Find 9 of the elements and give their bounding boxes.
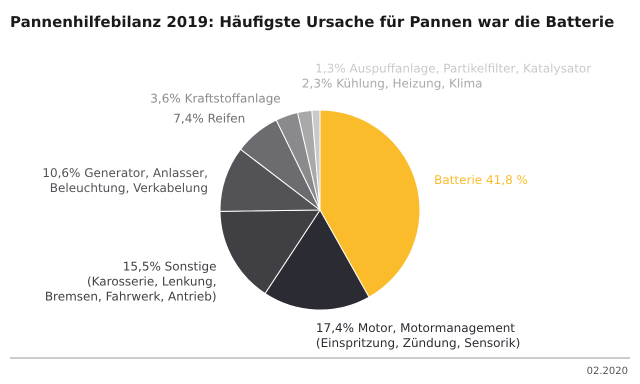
slice-label: 15,5% Sonstige (Karosserie, Lenkung, Bremsen, Fahrwerk, Antrieb) bbox=[44, 260, 217, 304]
slice-label: 17,4% Motor, Motormanagement (Einspritzung, Zündung, Sensorik) bbox=[316, 320, 520, 350]
chart-title: Pannenhilfebilanz 2019: Häufigste Ursache für Pannen war die Batterie bbox=[10, 13, 614, 31]
text: 02.2020 bbox=[586, 366, 628, 377]
slice-label: Batterie 41,8 % bbox=[434, 173, 528, 188]
slice-label: 7,4% Reifen bbox=[173, 112, 246, 126]
slice-label: 3,6% Kraftstoffanlage bbox=[150, 92, 281, 106]
slice-label: 10,6% Generator, Anlasser, Beleuchtung, Verkabelung bbox=[42, 166, 208, 195]
slice-label: 2,3% Kühlung, Heizung, Klima bbox=[302, 76, 483, 91]
